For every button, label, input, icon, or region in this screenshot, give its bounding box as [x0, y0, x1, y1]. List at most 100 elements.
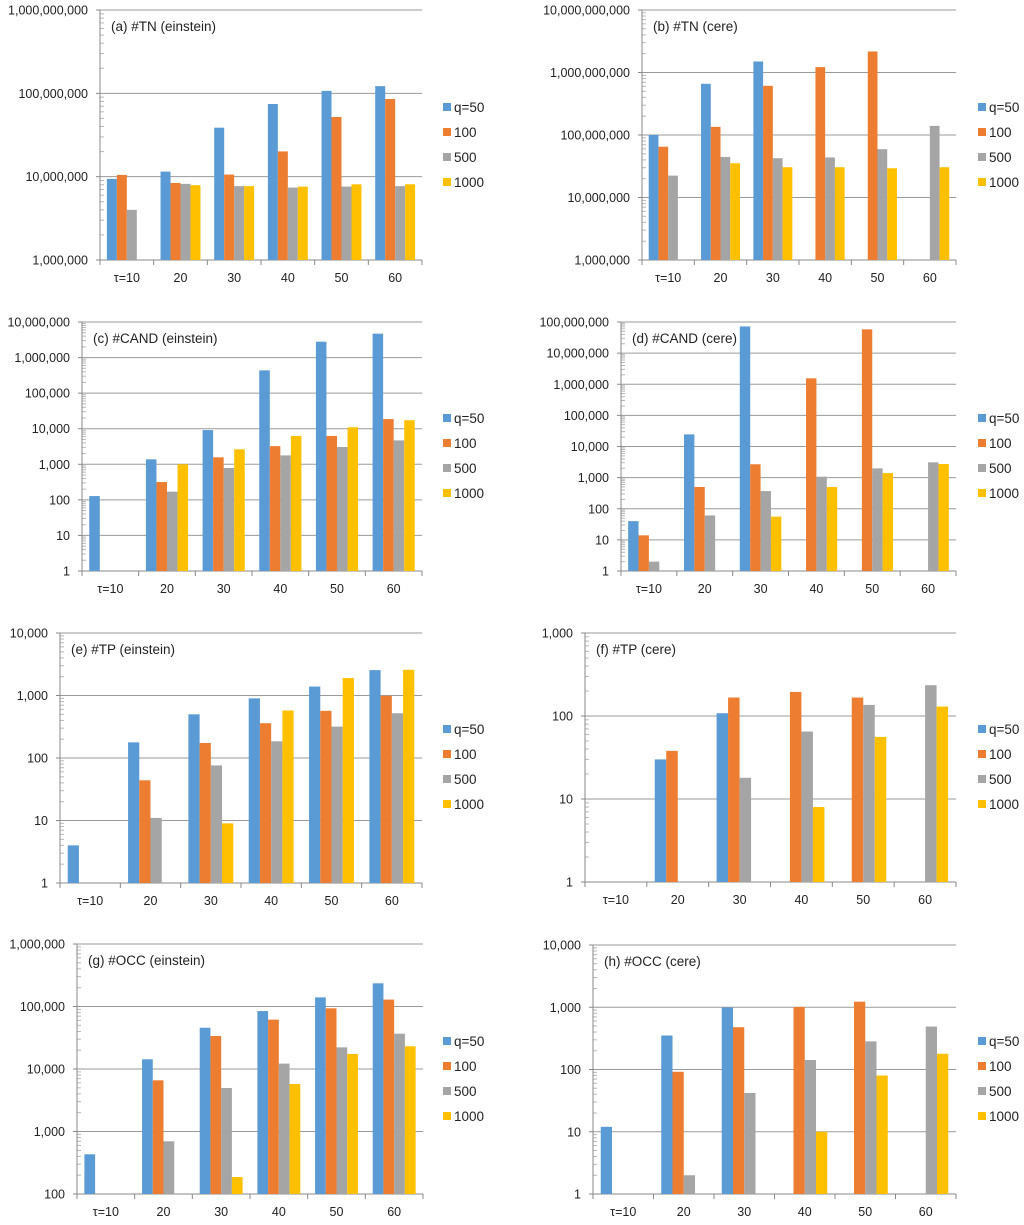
legend-label: q=50	[454, 100, 484, 115]
bar-q50-30	[753, 61, 764, 261]
bar-100-40	[793, 1006, 805, 1194]
x-tick-label: 20	[677, 1205, 691, 1219]
legend-swatch	[978, 725, 986, 733]
y-tick-label: 1,000,000	[32, 254, 88, 268]
x-tick-label: τ=10	[97, 582, 123, 596]
bar-q50-20	[654, 759, 667, 882]
bar-q50-60	[369, 670, 381, 883]
legend-swatch	[978, 178, 986, 186]
legend-label: 500	[454, 1084, 477, 1099]
bar-q50-60	[375, 86, 386, 260]
bar-500-40	[278, 1063, 290, 1194]
chart-title: (h) #OCC (cere)	[604, 954, 701, 969]
bar-100-20	[152, 1080, 164, 1194]
bar-q50-50	[315, 341, 327, 571]
x-tick-label: 50	[335, 271, 349, 285]
bar-1000-60	[404, 420, 415, 571]
bar-q50-tau10	[600, 1126, 612, 1194]
bar-500-60	[395, 186, 406, 260]
bar-500-40	[271, 741, 283, 883]
x-tick-label: 20	[714, 271, 728, 285]
legend-swatch	[443, 489, 451, 497]
bar-500-50	[331, 726, 343, 883]
bar-q50-20	[701, 83, 711, 260]
bar-q50-20	[661, 1035, 673, 1194]
x-tick-label: 40	[272, 1205, 286, 1219]
bar-q50-tau10	[648, 135, 659, 260]
x-tick-label: τ=10	[655, 271, 681, 285]
y-tick-label: 1	[602, 565, 609, 579]
legend-label: 1000	[454, 797, 484, 812]
bar-100-50	[331, 116, 342, 260]
x-tick-label: 50	[325, 894, 339, 908]
bar-100-30	[728, 697, 740, 882]
bar-500-50	[865, 1041, 877, 1194]
bar-500-50	[337, 447, 348, 571]
legend-swatch	[443, 414, 451, 422]
chart-panel: 1 10 100 1,000 τ=10 20 30 40 50 60 (f) #TP (cere) q…	[542, 627, 1020, 908]
legend-label: 100	[989, 1059, 1012, 1074]
bar-1000-50	[887, 168, 897, 260]
bar-1000-40	[282, 710, 294, 883]
bar-1000-40	[289, 1083, 301, 1194]
bar-1000-50	[874, 736, 887, 882]
x-tick-label: 20	[174, 271, 188, 285]
bar-1000-40	[826, 486, 838, 571]
bar-100-60	[383, 999, 395, 1194]
legend-swatch	[978, 128, 986, 136]
x-tick-label: 60	[919, 1205, 933, 1219]
legend-swatch	[978, 775, 986, 783]
x-tick-label: 60	[387, 582, 401, 596]
bar-q50-30	[199, 1027, 211, 1194]
bar-100-40	[268, 1019, 279, 1194]
bar-500-30	[739, 777, 752, 882]
y-tick-label: 1,000,000	[553, 378, 609, 392]
chart-title: (e) #TP (einstein)	[71, 642, 175, 657]
y-tick-label: 1,000	[542, 627, 573, 641]
legend-swatch	[978, 1087, 986, 1095]
y-tick-label: 1,000	[17, 689, 48, 703]
bar-q50-30	[202, 430, 214, 571]
y-tick-label: 1,000,000,000	[8, 4, 88, 18]
bar-q50-30	[739, 326, 751, 571]
bar-q50-30	[188, 714, 200, 883]
x-tick-label: τ=10	[636, 582, 662, 596]
bar-500-50	[336, 1047, 348, 1194]
legend-swatch	[443, 1087, 451, 1095]
bar-1000-50	[876, 1075, 888, 1194]
legend-label: 100	[454, 1059, 477, 1074]
legend-swatch	[443, 1062, 451, 1070]
x-tick-label: 50	[865, 582, 879, 596]
legend-label: 1000	[454, 486, 484, 501]
legend-label: 100	[989, 436, 1012, 451]
bar-1000-40	[297, 186, 308, 260]
legend-label: 500	[989, 772, 1012, 787]
y-tick-label: 10,000,000	[567, 191, 630, 205]
bar-500-20	[720, 156, 731, 260]
legend-label: q=50	[989, 100, 1019, 115]
bar-500-60	[925, 685, 937, 882]
legend-label: 1000	[989, 486, 1019, 501]
y-tick-label: 100,000	[25, 387, 70, 401]
y-tick-label: 1,000	[39, 458, 70, 472]
x-tick-label: 40	[794, 893, 808, 907]
bar-100-50	[326, 435, 337, 571]
bar-100-20	[170, 182, 181, 260]
y-tick-label: 100,000,000	[560, 129, 630, 143]
legend-swatch	[978, 439, 986, 447]
x-tick-label: 20	[698, 582, 712, 596]
y-tick-label: 1,000,000,000	[550, 66, 630, 80]
bar-500-40	[801, 731, 813, 882]
x-tick-label: 30	[733, 893, 747, 907]
bar-500-20	[704, 515, 716, 571]
y-tick-label: 1,000,000	[14, 351, 70, 365]
bar-100-60	[383, 419, 394, 571]
bar-500-60	[391, 713, 404, 883]
bar-1000-40	[816, 1131, 828, 1194]
x-tick-label: 20	[160, 582, 174, 596]
bar-500-50	[877, 149, 888, 260]
x-tick-label: 50	[330, 1205, 344, 1219]
legend-swatch	[443, 128, 451, 136]
legend-swatch	[443, 178, 451, 186]
